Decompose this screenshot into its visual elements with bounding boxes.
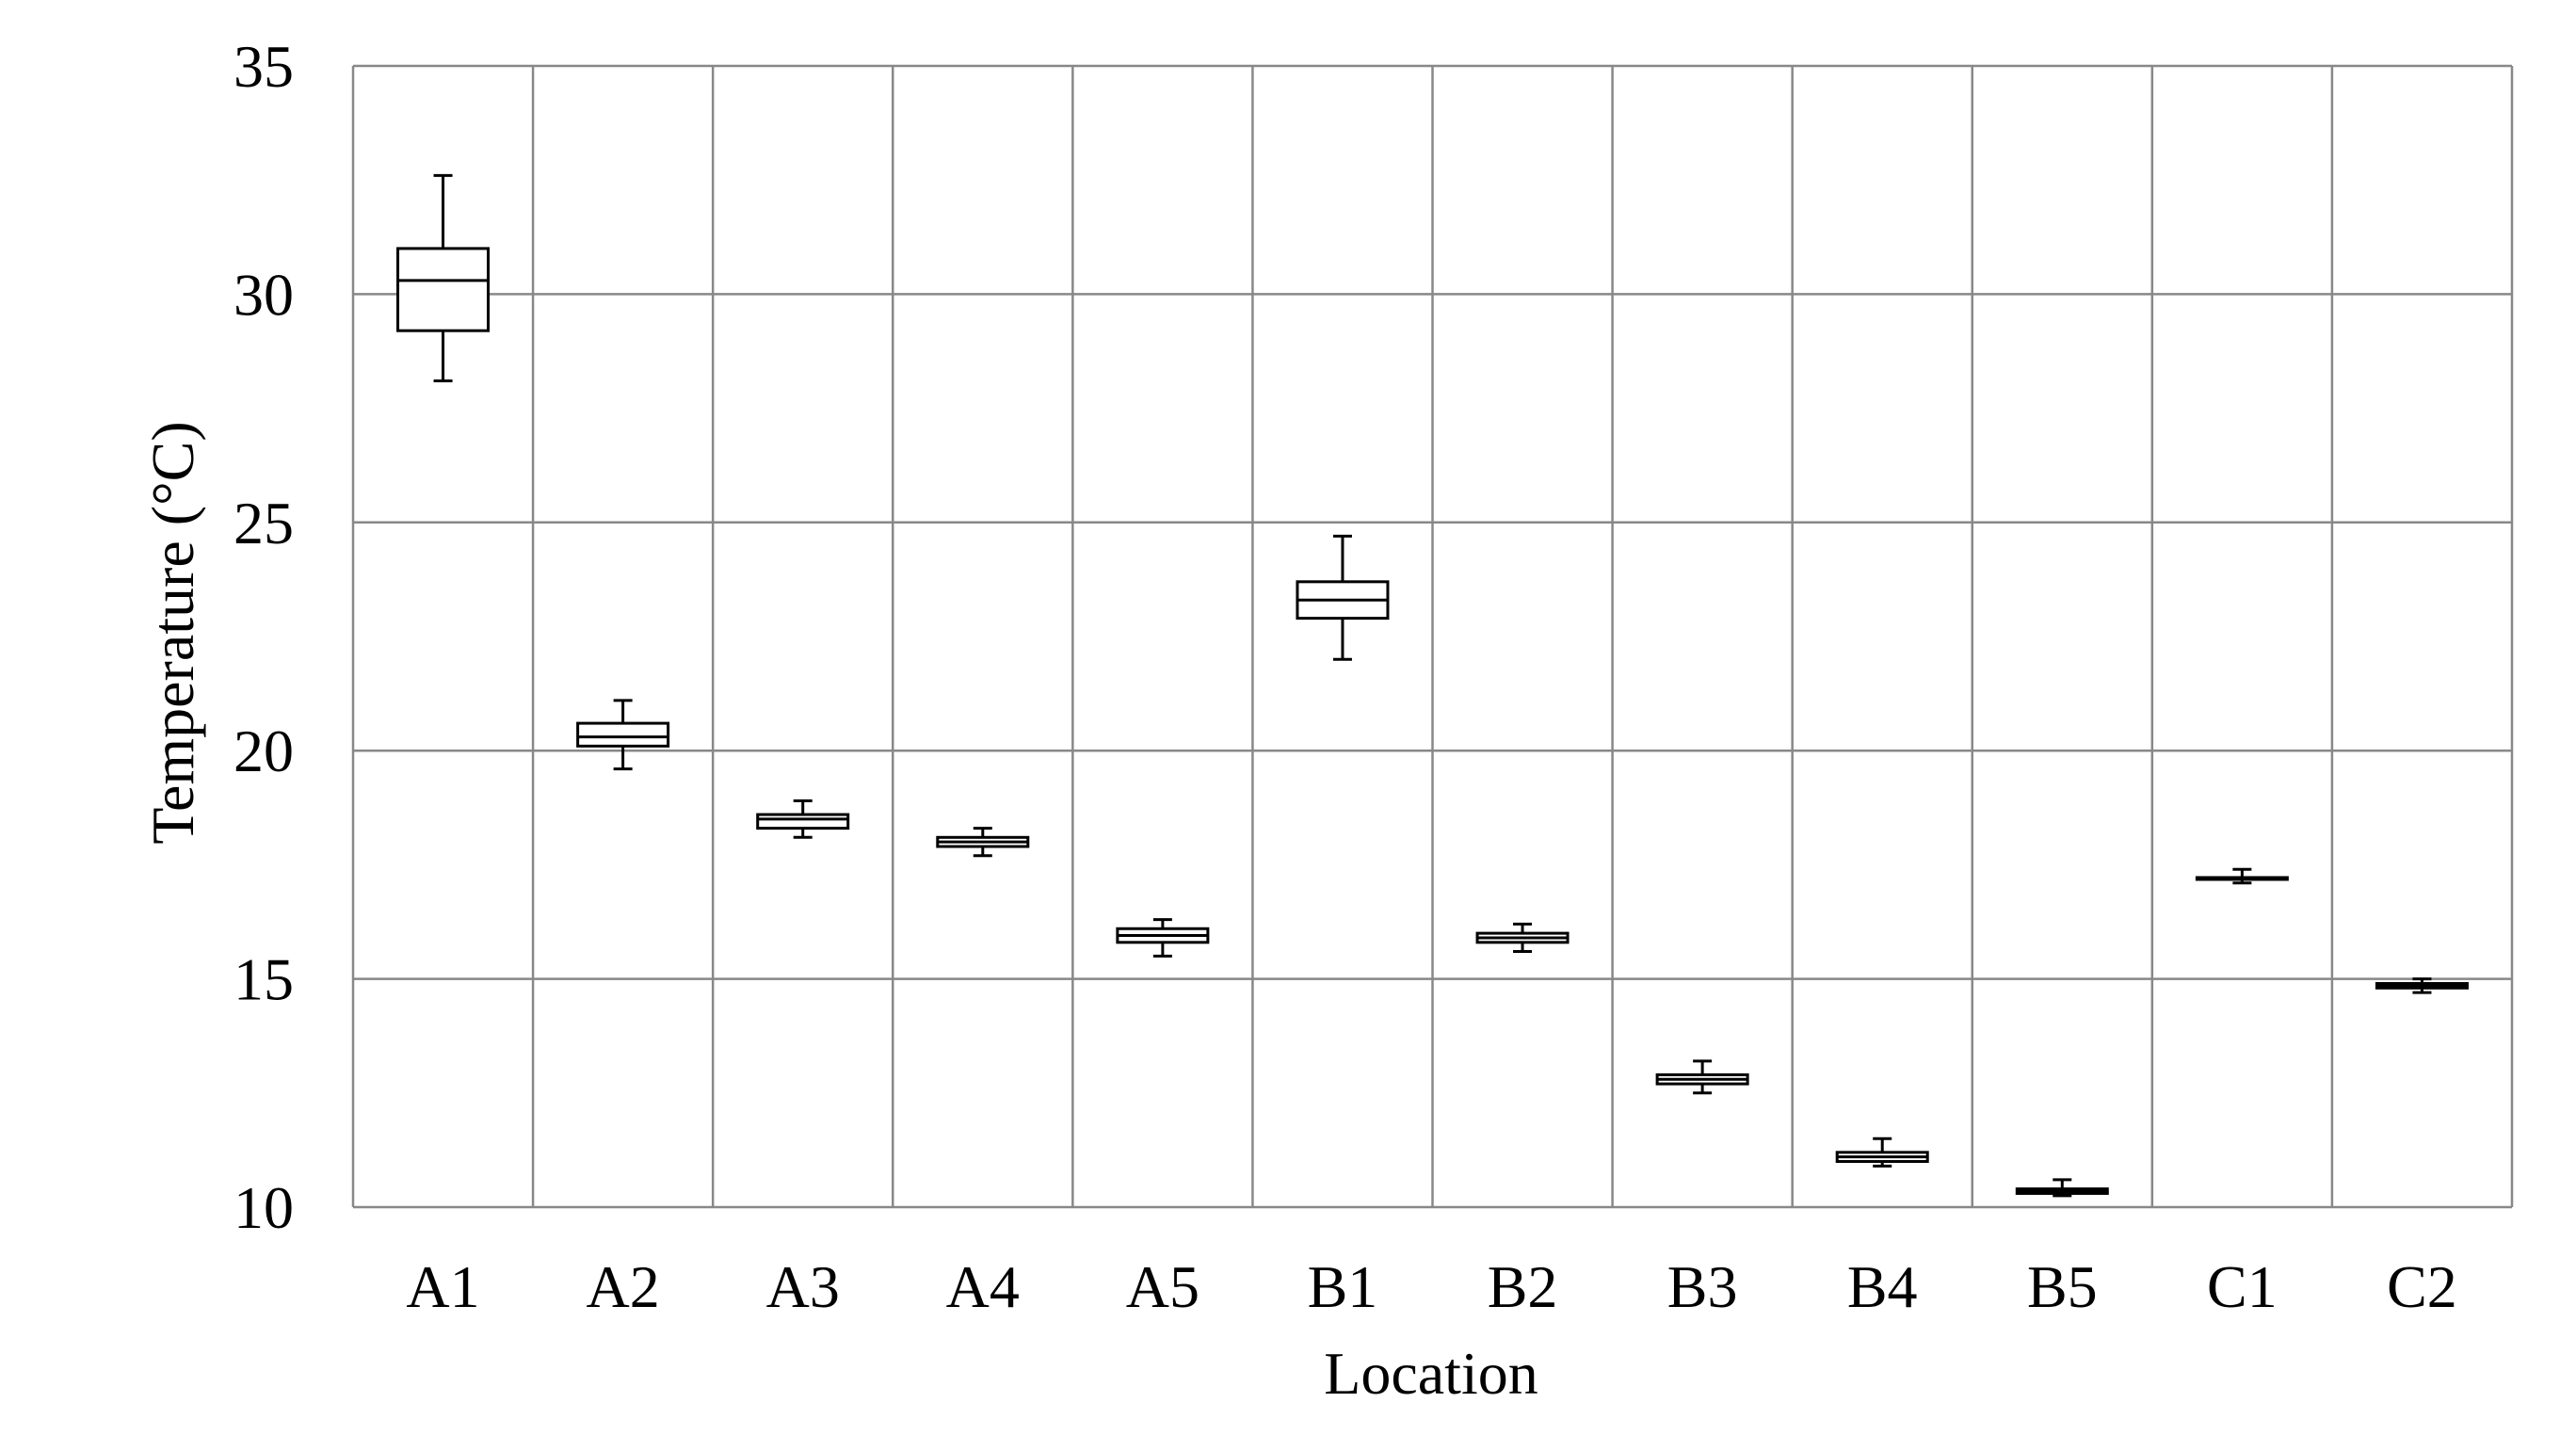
x-tick-label: B5 [2027,1253,2098,1320]
box-plot-b2 [1475,922,1570,954]
y-tick-label: 15 [233,946,294,1013]
x-tick-label: A4 [946,1253,1020,1320]
x-tick-label: C1 [2207,1253,2278,1320]
box-plot-a3 [756,799,850,839]
x-tick-label: A1 [406,1253,479,1320]
box-plot-a5 [1116,918,1210,958]
iqr-box [576,721,670,748]
box-plot-a1 [396,173,491,383]
x-tick-label: A3 [766,1253,840,1320]
x-tick-label: B1 [1308,1253,1378,1320]
box-plot-a2 [576,699,670,771]
x-tick-label: B2 [1488,1253,1558,1320]
iqr-box [756,813,850,830]
box-plot-b4 [1835,1137,1929,1168]
y-axis-label: Temperature (°C) [139,421,206,844]
box-plot-a4 [936,827,1030,858]
y-tick-label: 35 [233,33,294,100]
x-tick-label: A5 [1126,1253,1199,1320]
tick-label-layer: 10 15 20 25 30 35 A1 A2 A3 A4 A5 B1 B2 B3 B4 B5 C1 C2 [233,33,2457,1320]
iqr-box [396,247,491,332]
box-plot-b5 [2015,1178,2109,1198]
x-tick-label: B4 [1847,1253,1918,1320]
x-tick-label: B3 [1667,1253,1738,1320]
y-tick-label: 10 [233,1174,294,1241]
box-layer [396,173,2469,1198]
x-tick-label: A2 [587,1253,660,1320]
box-plot-b3 [1655,1059,1749,1095]
y-tick-label: 25 [233,490,294,556]
grid-layer [351,64,2514,1209]
y-tick-label: 30 [233,261,294,328]
box-plot-b1 [1296,534,1390,661]
x-tick-label: C2 [2387,1253,2457,1320]
y-tick-label: 20 [233,718,294,784]
box-plot-c2 [2375,977,2469,994]
x-axis-label: Location [1324,1340,1538,1407]
box-plot-c1 [2195,867,2289,885]
